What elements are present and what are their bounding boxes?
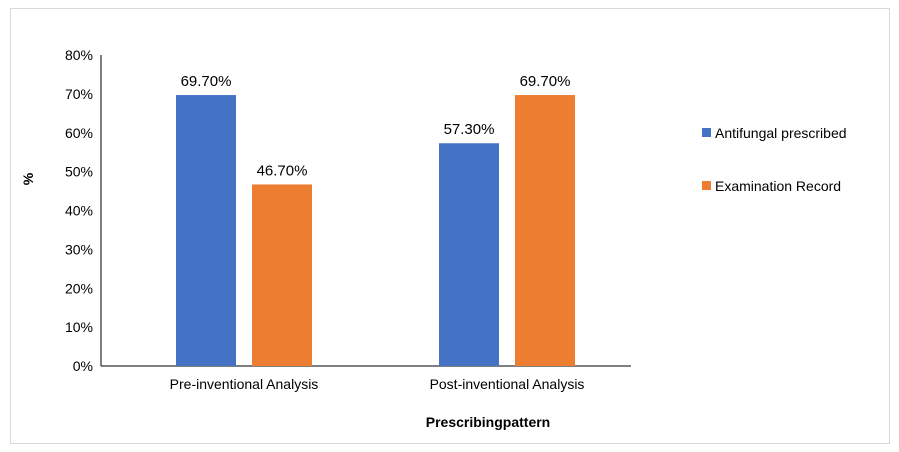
legend-label: Antifungal prescribed bbox=[715, 125, 847, 141]
legend: Antifungal prescribed Examination Record bbox=[702, 125, 847, 194]
y-tick-label: 60% bbox=[65, 125, 93, 141]
y-tick-label: 20% bbox=[65, 280, 93, 296]
chart-frame: 0% 10% 20% 30% 40% 50% 60% 70% 80% 69.70% 46.70% 5… bbox=[10, 8, 890, 444]
bar-antifungal-prescribed-2 bbox=[439, 143, 499, 366]
bars bbox=[176, 95, 575, 366]
x-axis-ticks: Pre-inventional Analysis Post-inventional… bbox=[170, 376, 585, 392]
x-tick-label: Post-inventional Analysis bbox=[430, 376, 585, 392]
legend-swatch bbox=[702, 181, 711, 190]
y-axis-title: % bbox=[20, 172, 36, 185]
legend-swatch bbox=[702, 128, 711, 137]
y-tick-label: 50% bbox=[65, 164, 93, 180]
data-label: 69.70% bbox=[181, 73, 232, 90]
bar-examination-record-1 bbox=[252, 184, 312, 366]
y-tick-label: 70% bbox=[65, 86, 93, 102]
legend-label: Examination Record bbox=[715, 178, 841, 194]
data-label: 57.30% bbox=[444, 121, 495, 138]
x-tick-label: Pre-inventional Analysis bbox=[170, 376, 319, 392]
data-labels: 69.70% 46.70% 57.30% 69.70% bbox=[181, 73, 571, 179]
data-label: 69.70% bbox=[520, 73, 571, 90]
y-tick-label: 80% bbox=[65, 47, 93, 63]
y-axis-ticks: 0% 10% 20% 30% 40% 50% 60% 70% 80% bbox=[65, 47, 93, 374]
y-tick-label: 30% bbox=[65, 241, 93, 257]
y-tick-label: 10% bbox=[65, 319, 93, 335]
y-tick-label: 40% bbox=[65, 203, 93, 219]
bar-examination-record-2 bbox=[515, 95, 575, 366]
bar-chart: 0% 10% 20% 30% 40% 50% 60% 70% 80% 69.70% 46.70% 5… bbox=[20, 47, 847, 430]
x-axis-title: Prescribingpattern bbox=[426, 414, 550, 430]
bar-antifungal-prescribed-1 bbox=[176, 95, 236, 366]
y-tick-label: 0% bbox=[73, 358, 93, 374]
data-label: 46.70% bbox=[257, 162, 308, 179]
